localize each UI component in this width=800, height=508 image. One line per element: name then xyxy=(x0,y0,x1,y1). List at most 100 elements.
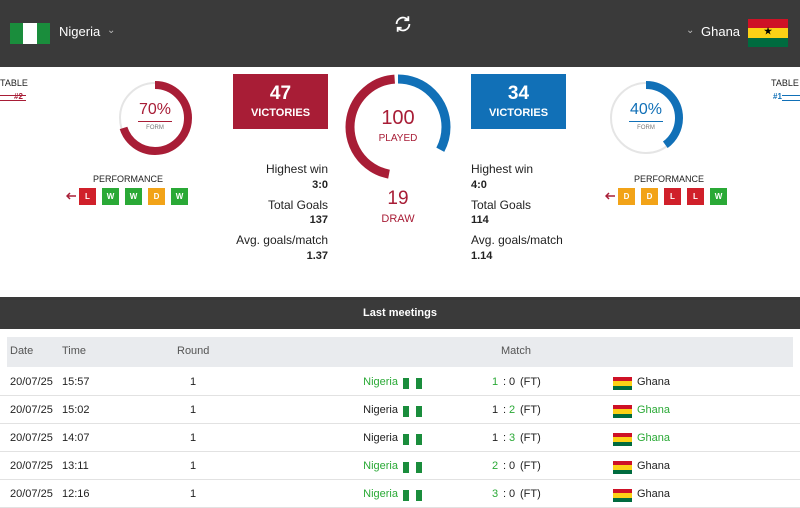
away-highest-win-label: Highest win xyxy=(471,162,534,176)
row-away-team[interactable]: Ghana xyxy=(637,404,671,416)
last-meetings-title: Last meetings xyxy=(0,297,800,329)
nigeria-flag-icon xyxy=(403,462,422,473)
away-team-selector[interactable]: Ghana xyxy=(701,24,741,39)
away-form-label: FORM xyxy=(637,125,655,131)
refresh-icon[interactable] xyxy=(392,13,414,35)
ghana-flag-icon xyxy=(613,489,632,502)
row-status: (FT) xyxy=(520,460,541,472)
home-highest-win: 3:0 xyxy=(312,179,328,191)
away-perf-result: W xyxy=(709,186,728,206)
home-highest-win-label: Highest win xyxy=(265,162,328,176)
row-time: 15:57 xyxy=(62,376,90,388)
col-time: Time xyxy=(62,345,87,357)
away-avg-goals: 1.14 xyxy=(471,250,493,262)
row-away-goals: 2 xyxy=(509,404,516,416)
row-status: (FT) xyxy=(520,404,541,416)
meetings-table-header: Date Time Round Match xyxy=(7,337,793,367)
played-label: PLAYED xyxy=(378,133,418,144)
ghana-flag-icon xyxy=(613,405,632,418)
table-row[interactable]: 20/07/25 12:16 1 Nigeria 3:0 (FT) Ghana xyxy=(0,480,800,508)
row-date: 20/07/25 xyxy=(10,488,53,500)
away-total-goals: 114 xyxy=(471,214,489,226)
row-date: 20/07/25 xyxy=(10,432,53,444)
home-perf-result: D xyxy=(147,186,166,206)
row-time: 15:02 xyxy=(62,404,90,416)
home-total-goals: 137 xyxy=(309,214,328,226)
row-home-team[interactable]: Nigeria xyxy=(363,432,398,444)
home-perf-result: W xyxy=(170,186,189,206)
row-away-goals: 0 xyxy=(509,376,516,388)
row-round: 1 xyxy=(190,460,197,472)
row-home-team[interactable]: Nigeria xyxy=(363,460,398,472)
home-table-link[interactable]: TABLE xyxy=(0,78,28,88)
away-form-gauge: 40% FORM xyxy=(607,79,685,157)
row-away-team[interactable]: Ghana xyxy=(637,460,671,472)
home-team-selector[interactable]: Nigeria xyxy=(59,24,101,39)
home-victories: 47 xyxy=(269,83,292,104)
home-performance-title: PERFORMANCE xyxy=(93,174,164,184)
away-table-link[interactable]: TABLE xyxy=(771,78,799,88)
home-form-value: 70% xyxy=(138,101,172,118)
nigeria-flag-icon xyxy=(403,434,422,445)
away-perf-result: L xyxy=(663,186,682,206)
row-home-team[interactable]: Nigeria xyxy=(363,488,398,500)
home-performance-row: L W W D W xyxy=(66,186,193,206)
ghana-flag-icon xyxy=(613,433,632,446)
home-perf-result: W xyxy=(101,186,120,206)
table-row[interactable]: 20/07/25 15:02 1 Nigeria 1:2 (FT) Ghana xyxy=(0,396,800,424)
home-rank-lines xyxy=(0,95,26,101)
ghana-flag-icon xyxy=(613,461,632,474)
played-count: 100 xyxy=(381,107,415,129)
row-time: 12:16 xyxy=(62,488,90,500)
row-away-goals: 3 xyxy=(509,432,516,444)
table-row[interactable]: 20/07/25 14:07 1 Nigeria 1:3 (FT) Ghana xyxy=(0,424,800,452)
away-performance-title: PERFORMANCE xyxy=(634,174,705,184)
draw-count: 19 xyxy=(387,188,409,209)
arrow-left-icon xyxy=(66,192,76,200)
row-away-team[interactable]: Ghana xyxy=(637,432,671,444)
home-victories-box: 47 VICTORIES xyxy=(233,74,328,129)
chevron-down-icon[interactable]: ⌄ xyxy=(107,25,116,36)
home-form-label: FORM xyxy=(146,125,164,131)
row-status: (FT) xyxy=(520,488,541,500)
played-gauge xyxy=(345,74,451,180)
home-victories-label: VICTORIES xyxy=(250,107,311,119)
row-away-team[interactable]: Ghana xyxy=(637,376,671,388)
away-table-rank: #1 xyxy=(773,92,782,101)
row-home-team[interactable]: Nigeria xyxy=(363,376,398,388)
row-away-goals: 0 xyxy=(509,488,516,500)
home-avg-goals: 1.37 xyxy=(306,250,328,262)
home-form-gauge: 70% FORM xyxy=(116,79,194,157)
row-time: 13:11 xyxy=(62,460,89,472)
row-home-goals: 1 xyxy=(492,376,499,388)
row-home-goals: 1 xyxy=(492,432,499,444)
row-time: 14:07 xyxy=(62,432,90,444)
away-form-value: 40% xyxy=(629,101,663,118)
row-round: 1 xyxy=(190,376,197,388)
home-total-goals-label: Total Goals xyxy=(267,198,328,212)
row-away-team[interactable]: Ghana xyxy=(637,488,671,500)
table-row[interactable]: 20/07/25 13:11 1 Nigeria 2:0 (FT) Ghana xyxy=(0,452,800,480)
row-away-goals: 0 xyxy=(509,460,516,472)
nigeria-flag-icon xyxy=(403,406,422,417)
match-header: Nigeria ⌄ ⌄ Ghana ★ xyxy=(0,0,800,67)
row-round: 1 xyxy=(190,488,197,500)
away-perf-result: D xyxy=(617,186,636,206)
arrow-left-icon xyxy=(605,192,615,200)
score-separator: : xyxy=(503,404,507,416)
nigeria-flag-icon xyxy=(10,23,50,44)
row-date: 20/07/25 xyxy=(10,376,53,388)
row-status: (FT) xyxy=(520,432,541,444)
away-rank-lines xyxy=(782,95,800,101)
chevron-down-icon[interactable]: ⌄ xyxy=(686,25,695,36)
row-round: 1 xyxy=(190,404,197,416)
home-avg-goals-label: Avg. goals/match xyxy=(236,233,328,247)
row-home-goals: 3 xyxy=(492,488,499,500)
score-separator: : xyxy=(503,376,507,388)
row-home-goals: 1 xyxy=(492,404,499,416)
away-victories: 34 xyxy=(507,83,530,104)
away-performance-row: D D L L W xyxy=(605,186,732,206)
row-home-team[interactable]: Nigeria xyxy=(363,404,398,416)
table-row[interactable]: 20/07/25 15:57 1 Nigeria 1:0 (FT) Ghana xyxy=(0,368,800,396)
col-round: Round xyxy=(177,345,210,357)
